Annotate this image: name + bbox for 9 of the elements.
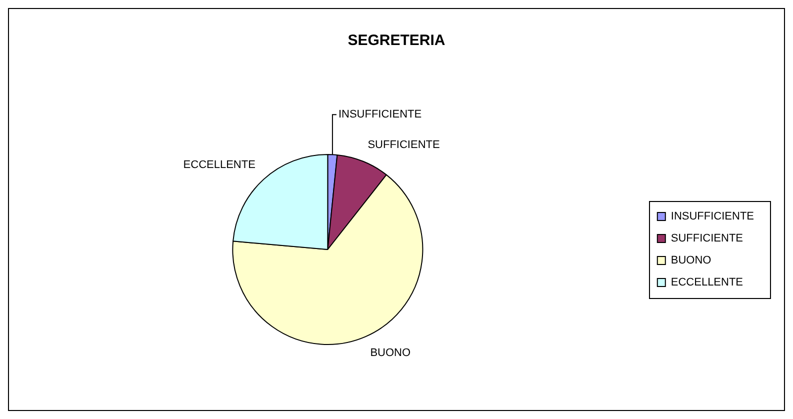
slice-label: INSUFFICIENTE [338, 108, 422, 121]
slice-label: ECCELLENTE [183, 159, 256, 172]
slice-label: SUFFICIENTE [368, 138, 440, 151]
slice-label: BUONO [370, 347, 411, 360]
legend-label: BUONO [670, 254, 712, 267]
legend-label: ECCELLENTE [670, 276, 744, 289]
legend-label: INSUFFICIENTE [670, 210, 754, 223]
chart-title: SEGRETERIA [348, 32, 446, 50]
legend-label: SUFFICIENTE [670, 232, 744, 245]
